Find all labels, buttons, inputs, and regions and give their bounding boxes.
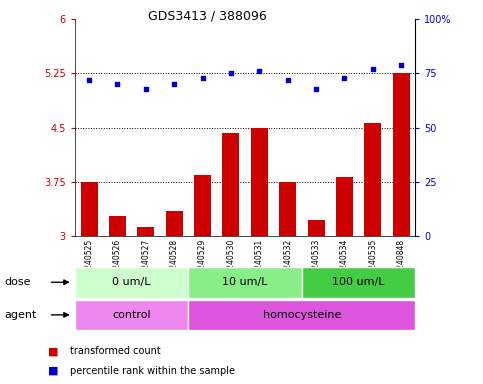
- Bar: [308, 220, 325, 236]
- Bar: [336, 177, 353, 236]
- Text: homocysteine: homocysteine: [263, 310, 341, 320]
- Bar: [279, 182, 296, 236]
- Bar: [194, 175, 211, 236]
- Bar: [81, 182, 98, 236]
- Text: ■: ■: [48, 366, 59, 376]
- Point: [170, 81, 178, 88]
- Point: [142, 86, 150, 92]
- Point: [256, 68, 263, 74]
- Text: GDS3413 / 388096: GDS3413 / 388096: [148, 10, 267, 23]
- Point: [369, 66, 377, 72]
- Bar: [364, 122, 382, 236]
- Text: percentile rank within the sample: percentile rank within the sample: [70, 366, 235, 376]
- Text: dose: dose: [5, 277, 31, 287]
- Point: [312, 86, 320, 92]
- Bar: [223, 134, 240, 236]
- Text: agent: agent: [5, 310, 37, 320]
- Bar: [137, 227, 155, 236]
- Text: ■: ■: [48, 346, 59, 356]
- Point: [85, 77, 93, 83]
- Bar: [251, 128, 268, 236]
- Point: [398, 62, 405, 68]
- Point: [227, 70, 235, 76]
- Text: 10 um/L: 10 um/L: [222, 277, 268, 287]
- Point: [114, 81, 121, 88]
- Bar: [109, 216, 126, 236]
- Text: 100 um/L: 100 um/L: [332, 277, 385, 287]
- Bar: [393, 73, 410, 236]
- Point: [284, 77, 292, 83]
- Point: [341, 75, 348, 81]
- Bar: [166, 211, 183, 236]
- Point: [199, 75, 206, 81]
- Text: 0 um/L: 0 um/L: [113, 277, 151, 287]
- Text: transformed count: transformed count: [70, 346, 161, 356]
- Text: control: control: [113, 310, 151, 320]
